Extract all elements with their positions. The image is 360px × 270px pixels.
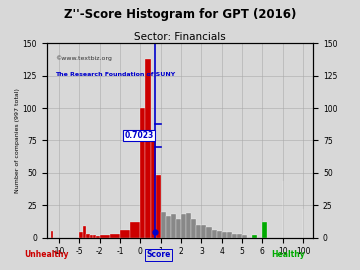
Text: The Research Foundation of SUNY: The Research Foundation of SUNY [55,72,175,77]
Bar [150,131,156,238]
Y-axis label: Number of companies (997 total): Number of companies (997 total) [15,88,20,193]
Bar [181,214,186,238]
Bar [130,222,140,238]
Bar [186,213,191,238]
Text: Score: Score [146,250,171,259]
Bar [83,226,86,238]
Text: Sector: Financials: Sector: Financials [134,32,226,42]
Bar [161,212,166,238]
Bar [262,222,267,238]
Bar [96,236,100,238]
Bar [201,225,206,238]
Bar [140,108,145,238]
Bar [252,235,257,238]
Bar [90,235,93,238]
Text: Z''-Score Histogram for GPT (2016): Z''-Score Histogram for GPT (2016) [64,8,296,21]
Bar [206,227,212,238]
Bar [156,176,161,238]
Bar [51,231,53,238]
Text: Unhealthy: Unhealthy [24,250,69,259]
Bar [100,235,110,238]
Text: 0.7023: 0.7023 [124,131,154,140]
Bar [145,59,150,238]
Bar [176,220,181,238]
Bar [217,231,222,238]
Bar [86,234,90,238]
Bar [110,234,120,238]
Bar [196,225,201,238]
Bar [191,220,196,238]
Bar [93,235,96,238]
Bar [232,234,237,238]
Bar [166,215,171,238]
Bar [227,232,232,238]
Bar [79,232,83,238]
Text: ©www.textbiz.org: ©www.textbiz.org [55,55,112,60]
Bar [237,234,242,238]
Bar [120,230,130,238]
Bar [212,230,217,238]
Bar [171,214,176,238]
Text: Healthy: Healthy [271,250,305,259]
Bar [222,232,227,238]
Bar [242,235,247,238]
